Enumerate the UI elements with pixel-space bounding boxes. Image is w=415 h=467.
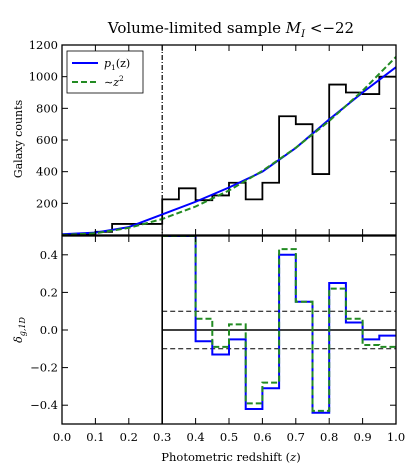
x-tick-label: 1.0 bbox=[387, 430, 405, 444]
x-tick-label: 0.4 bbox=[186, 430, 204, 444]
top-y-axis-label: Galaxy counts bbox=[12, 99, 25, 178]
x-tick-label: 0.7 bbox=[287, 430, 305, 444]
top-plot-area bbox=[62, 45, 396, 235]
bottom-panel: −0.4 −0.2 0.0 0.2 0.4 0.0 0.1 0.2 0.3 0.4 0.5 0.6 0.… bbox=[30, 235, 405, 444]
top-ytick-label: 800 bbox=[36, 101, 58, 115]
top-panel: 200 400 600 800 1000 1200 bbox=[29, 38, 397, 236]
top-series-2 bbox=[62, 56, 396, 235]
bottom-ytick-label: −0.4 bbox=[30, 398, 58, 412]
top-ytick-label: 1200 bbox=[29, 38, 58, 52]
legend-frame bbox=[66, 50, 144, 94]
x-axis-label: Photometric redshift (z) bbox=[161, 450, 300, 464]
top-series-0 bbox=[62, 75, 396, 235]
x-tick-label: 0.1 bbox=[86, 430, 104, 444]
bottom-ytick-label: 0.2 bbox=[40, 285, 58, 299]
bottom-ytick-label: −0.2 bbox=[30, 361, 58, 375]
x-tick-label: 0.8 bbox=[320, 430, 338, 444]
bottom-ytick-label: 0.4 bbox=[40, 248, 58, 262]
x-tick-label: 0.2 bbox=[120, 430, 138, 444]
bottom-series-1 bbox=[162, 236, 396, 412]
top-ytick-label: 400 bbox=[36, 165, 58, 179]
top-ytick-label: 200 bbox=[36, 196, 58, 210]
legend-label-z2: ∼z2 bbox=[104, 74, 124, 89]
legend-label-p1: p1(z) bbox=[104, 57, 130, 72]
legend: p1(z) ∼z2 bbox=[66, 50, 144, 94]
x-tick-label: 0.3 bbox=[153, 430, 171, 444]
chart-title: Volume-limited sample MI <−22 bbox=[107, 19, 354, 40]
top-ytick-label: 1000 bbox=[29, 70, 58, 84]
bottom-plot-area bbox=[161, 236, 396, 424]
top-ytick-label: 600 bbox=[36, 133, 58, 147]
x-tick-label: 0.5 bbox=[220, 430, 238, 444]
x-tick-label: 0.0 bbox=[53, 430, 71, 444]
bottom-ytick-label: 0.0 bbox=[40, 323, 58, 337]
bottom-y-axis-label: δg,1D bbox=[12, 317, 27, 343]
x-tick-label: 0.9 bbox=[353, 430, 371, 444]
x-tick-label: 0.6 bbox=[253, 430, 271, 444]
